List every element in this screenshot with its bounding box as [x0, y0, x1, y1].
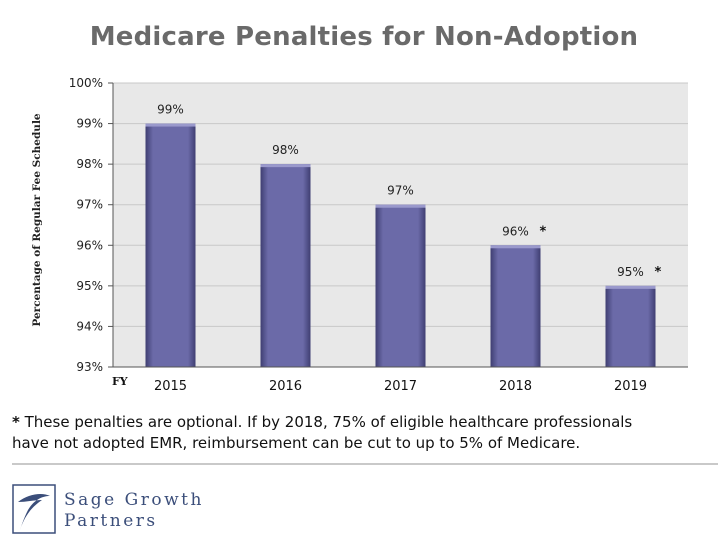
x-tick-label: 2017 [384, 379, 417, 394]
page-title: Medicare Penalties for Non-Adoption [89, 22, 639, 52]
bar [375, 204, 426, 367]
logo-line-1: Sage Growth [64, 490, 204, 510]
bar-cap [375, 204, 426, 208]
company-logo: Sage Growth Partners [12, 484, 212, 538]
x-tick-label: 2018 [499, 379, 532, 394]
data-label: 95% [617, 265, 644, 279]
y-tick-label: 99% [76, 117, 103, 131]
bar [605, 285, 656, 367]
bar [145, 123, 196, 367]
y-tick-label: 97% [76, 198, 103, 212]
footnote-star: * [12, 413, 20, 431]
x-axis-label: FY [112, 375, 128, 388]
optional-asterisk: * [655, 265, 662, 280]
footnote-line-2: have not adopted EMR, reimbursement can … [12, 434, 581, 452]
bar [260, 164, 311, 367]
y-tick-label: 94% [76, 319, 103, 333]
swoosh-logo-icon [12, 484, 56, 534]
x-tick-label: 2019 [614, 379, 647, 394]
logo-line-2: Partners [64, 511, 158, 531]
bar-cap [260, 164, 311, 168]
x-tick-label: 2016 [269, 379, 302, 394]
footnote: * These penalties are optional. If by 20… [12, 412, 718, 454]
divider [12, 463, 718, 465]
y-tick-label: 93% [76, 360, 103, 374]
data-label: 98% [272, 143, 299, 157]
footnote-line-1: These penalties are optional. If by 2018… [19, 413, 633, 431]
y-tick-label: 96% [76, 238, 103, 252]
bar-cap [490, 245, 541, 249]
x-tick-label: 2015 [154, 379, 187, 394]
y-tick-label: 100% [69, 76, 103, 90]
y-tick-label: 95% [76, 279, 103, 293]
bar [490, 245, 541, 367]
bar-cap [145, 123, 196, 127]
data-label: 99% [157, 103, 184, 117]
data-label: 97% [387, 184, 414, 198]
data-label: 96% [502, 224, 529, 238]
y-tick-label: 98% [76, 157, 103, 171]
optional-asterisk: * [540, 224, 547, 239]
bar-chart: 99% 98% 97% 96% * 95% * 93% 94% 95% 96% 97% 98% 99% 1… [69, 76, 688, 394]
bar-cap [605, 285, 656, 289]
